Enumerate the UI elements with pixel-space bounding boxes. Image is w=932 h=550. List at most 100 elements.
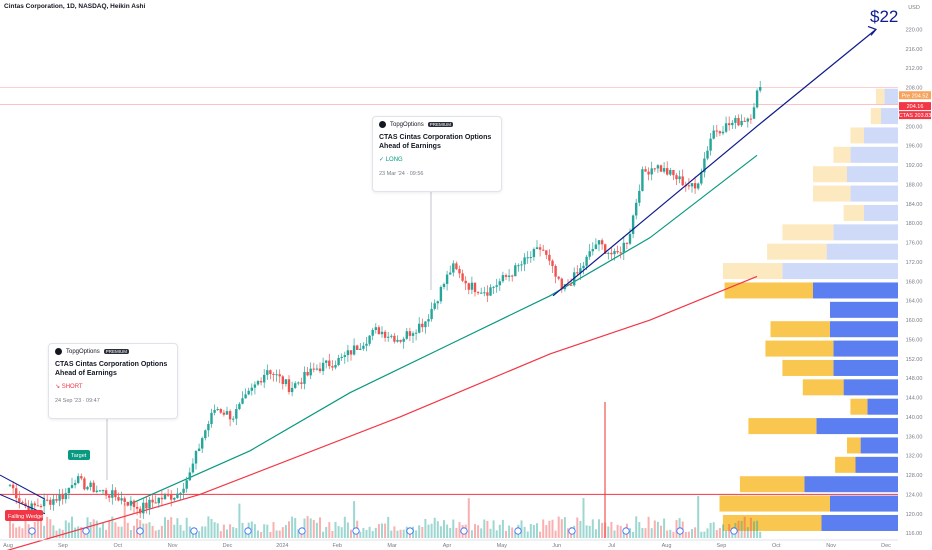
- candle-body: [582, 265, 585, 269]
- volume-bar: [470, 530, 473, 538]
- price-tick-label: 192.00: [906, 163, 923, 169]
- volume-profile-down-bar: [870, 108, 881, 125]
- idea-card-long[interactable]: TopgOptions PREMIUM CTAS Cintas Corporat…: [372, 116, 502, 192]
- volume-profile-up-bar: [864, 127, 898, 144]
- event-marker-icon: [568, 527, 576, 535]
- volume-profile-down-bar: [802, 379, 844, 396]
- candle-body: [244, 394, 247, 399]
- volume-bar: [272, 522, 275, 538]
- wedge-upper-line: [0, 474, 46, 500]
- idea-direction: ↘ SHORT: [55, 384, 83, 390]
- volume-bar: [666, 530, 669, 538]
- price-tick-label: 188.00: [906, 182, 923, 188]
- candle-body: [139, 508, 142, 514]
- candle-body: [452, 263, 455, 273]
- volume-bar: [95, 520, 98, 538]
- candle-body: [275, 374, 278, 376]
- candle-body: [321, 362, 325, 372]
- volume-bar: [179, 524, 182, 538]
- volume-bar: [495, 530, 498, 538]
- candle-body: [108, 495, 111, 498]
- volume-bar: [266, 524, 269, 538]
- candle-body: [86, 486, 89, 490]
- event-marker-icon: [190, 527, 198, 535]
- candle-body: [356, 345, 359, 350]
- volume-profile-up-bar: [830, 301, 898, 318]
- volume-bar: [554, 530, 557, 538]
- volume-bar: [188, 526, 191, 538]
- volume-profile-down-bar: [843, 204, 864, 221]
- volume-bar: [526, 531, 529, 538]
- brand-logo-icon: [55, 348, 62, 355]
- volume-bar: [309, 518, 312, 538]
- candle-body: [73, 483, 77, 486]
- candle-body: [697, 183, 700, 189]
- candle-body: [340, 356, 343, 358]
- candle-body: [157, 497, 160, 504]
- candle-body: [216, 409, 219, 411]
- volume-bar: [458, 522, 461, 538]
- price-tick-label: 116.00: [906, 531, 922, 537]
- candle-body: [176, 493, 179, 498]
- time-tick-label: Apr: [443, 543, 452, 549]
- candle-body: [613, 251, 616, 255]
- candle-body: [380, 331, 384, 335]
- volume-bar: [539, 531, 542, 538]
- volume-bar: [402, 529, 405, 538]
- volume-bar: [703, 531, 706, 538]
- candle-body: [374, 327, 377, 330]
- price-tick-label: 216.00: [906, 47, 923, 53]
- volume-bar: [399, 529, 402, 538]
- volume-bar: [359, 531, 362, 538]
- event-marker-icon: [730, 527, 738, 535]
- candle-body: [414, 332, 418, 334]
- candle-body: [250, 387, 253, 391]
- candle-body: [638, 190, 641, 203]
- volume-profile-up-bar: [884, 88, 898, 105]
- volume-bar: [498, 524, 501, 538]
- last-price-tag: 204.16: [907, 104, 924, 110]
- candle-body: [278, 374, 281, 377]
- volume-bar: [74, 527, 77, 538]
- candle-body: [39, 506, 43, 508]
- candle-body: [641, 169, 644, 191]
- candle-body: [135, 506, 139, 509]
- volume-bar: [560, 519, 563, 538]
- candle-body: [755, 90, 759, 108]
- volume-bar: [647, 516, 650, 538]
- price-tick-label: 164.00: [906, 299, 923, 305]
- candle-body: [359, 348, 362, 350]
- candle-body: [213, 410, 216, 413]
- candle-body: [436, 301, 439, 304]
- volume-bar: [71, 516, 73, 538]
- candle-body: [173, 497, 176, 500]
- volume-bar: [36, 517, 39, 538]
- volume-bar: [424, 518, 427, 538]
- candle-body: [132, 500, 136, 507]
- idea-card-short[interactable]: TopgOptions PREMIUM CTAS Cintas Corporat…: [48, 343, 178, 419]
- candle-body: [591, 249, 594, 252]
- candle-body: [569, 284, 573, 286]
- volume-bar: [474, 524, 476, 538]
- candle-body: [628, 233, 632, 244]
- candle-body: [588, 251, 591, 257]
- volume-bar: [421, 527, 424, 538]
- candle-body: [352, 345, 356, 355]
- volume-bar: [331, 530, 334, 538]
- volume-bar: [365, 530, 368, 538]
- target-projection-line: [756, 28, 877, 127]
- volume-bar: [749, 517, 752, 538]
- volume-bar: [737, 520, 740, 538]
- candle-body: [18, 498, 21, 502]
- volume-bar: [619, 525, 622, 538]
- idea-title: CTAS Cintas Corporation Options Ahead of…: [379, 134, 492, 150]
- candle-body: [566, 284, 570, 286]
- candle-body: [67, 487, 71, 494]
- idea-title: CTAS Cintas Corporation Options Ahead of…: [55, 361, 168, 377]
- event-marker-icon: [514, 527, 522, 535]
- event-marker-icon: [244, 527, 252, 535]
- candle-body: [622, 242, 625, 254]
- target-arrow-head: [867, 25, 878, 36]
- volume-bar: [167, 519, 170, 538]
